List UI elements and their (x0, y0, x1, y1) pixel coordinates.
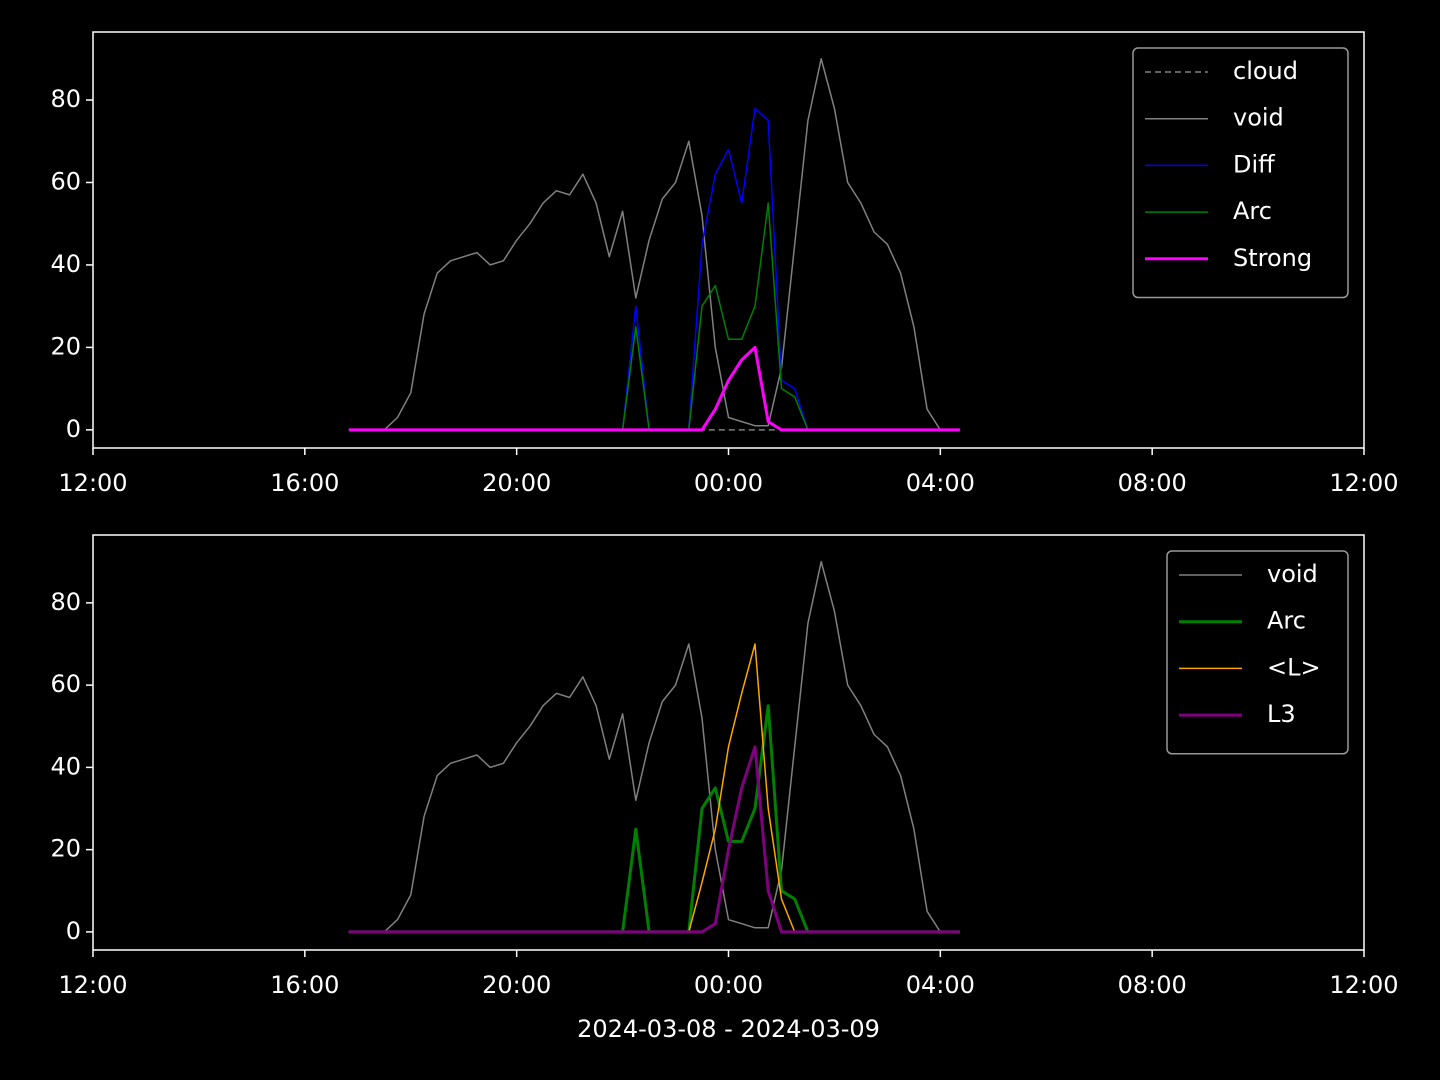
legend-label: void (1267, 560, 1318, 588)
y-tick-label: 60 (50, 670, 81, 698)
legend-label: cloud (1233, 57, 1298, 85)
legend-label: Arc (1233, 197, 1272, 225)
x-tick-label: 12:00 (58, 469, 127, 497)
x-tick-label: 00:00 (694, 971, 763, 999)
x-tick-label: 12:00 (1329, 971, 1398, 999)
x-tick-label: 20:00 (482, 469, 551, 497)
legend-label: L3 (1267, 700, 1296, 728)
x-tick-label: 12:00 (58, 971, 127, 999)
y-tick-label: 40 (50, 752, 81, 780)
y-tick-label: 0 (66, 415, 81, 443)
axes-frame (92, 31, 1365, 449)
x-tick-label: 04:00 (906, 469, 975, 497)
axes-frame (92, 534, 1365, 951)
x-tick-label: 08:00 (1118, 971, 1187, 999)
series-line (348, 345, 960, 432)
series-line (348, 560, 960, 933)
x-axis-label: 2024-03-08 - 2024-03-09 (577, 1015, 880, 1043)
x-tick-label: 16:00 (270, 971, 339, 999)
y-tick-label: 80 (50, 588, 81, 616)
y-tick-label: 40 (50, 250, 81, 278)
legend-label: Strong (1233, 244, 1312, 272)
y-tick-label: 20 (50, 332, 81, 360)
legend-box (1132, 47, 1349, 299)
legend-label: Diff (1233, 150, 1275, 178)
x-tick-label: 08:00 (1118, 469, 1187, 497)
legend-label: <L> (1267, 653, 1321, 681)
y-tick-label: 20 (50, 835, 81, 863)
y-tick-label: 0 (66, 917, 81, 945)
legend-box (1166, 550, 1349, 755)
x-tick-label: 12:00 (1329, 469, 1398, 497)
x-tick-label: 16:00 (270, 469, 339, 497)
legend-label: void (1233, 104, 1284, 132)
y-tick-label: 60 (50, 167, 81, 195)
x-tick-label: 04:00 (906, 971, 975, 999)
series-line (348, 745, 960, 934)
series-line (348, 58, 960, 431)
legend-label: Arc (1267, 607, 1306, 635)
x-tick-label: 00:00 (694, 469, 763, 497)
x-tick-label: 20:00 (482, 971, 551, 999)
y-tick-label: 80 (50, 85, 81, 113)
